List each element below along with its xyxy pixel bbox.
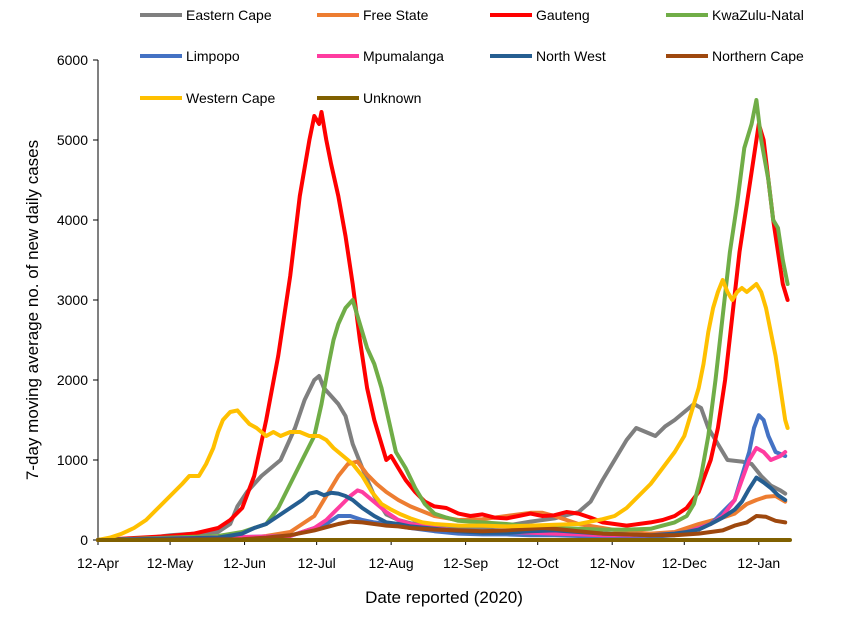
- y-axis-title: 7-day moving average no. of new daily ca…: [23, 140, 42, 480]
- legend: Eastern Cape Free State Gauteng KwaZulu-Nat…: [140, 7, 804, 106]
- y-axis: 0 1000 2000 3000 4000 5000 6000: [57, 52, 99, 548]
- legend-label: Western Cape: [186, 90, 275, 106]
- x-tick-label: 12-Sep: [443, 555, 488, 571]
- x-tick-label: 12-May: [147, 555, 194, 571]
- y-tick-label: 4000: [57, 212, 88, 228]
- x-tick-label: 12-Aug: [369, 555, 414, 571]
- x-tick-label: 12-Jul: [298, 555, 336, 571]
- y-tick-label: 5000: [57, 132, 88, 148]
- x-axis-title: Date reported (2020): [365, 588, 523, 607]
- legend-item: Unknown: [317, 90, 421, 106]
- series-line-mpumalanga: [96, 446, 788, 542]
- legend-label: North West: [536, 48, 606, 64]
- y-tick-label: 3000: [57, 292, 88, 308]
- series-layer: [96, 98, 792, 542]
- series-line-western-cape: [96, 278, 790, 542]
- legend-item: Free State: [317, 7, 429, 23]
- y-tick-label: 2000: [57, 372, 88, 388]
- x-tick-label: 12-Apr: [77, 555, 119, 571]
- x-tick-label: 12-Nov: [590, 555, 635, 571]
- x-tick-label: 12-Jun: [223, 555, 266, 571]
- series-line-kwazulu-natal: [96, 98, 790, 542]
- x-tick-label: 12-Jan: [737, 555, 780, 571]
- legend-label: Northern Cape: [712, 48, 804, 64]
- legend-item: Western Cape: [140, 90, 275, 106]
- series-line-northern-cape: [96, 514, 788, 542]
- legend-item: Gauteng: [490, 7, 590, 23]
- legend-label: Free State: [363, 7, 429, 23]
- legend-item: KwaZulu-Natal: [666, 7, 804, 23]
- legend-label: Gauteng: [536, 7, 590, 23]
- x-axis: 12-Apr 12-May 12-Jun 12-Jul 12-Aug 12-Sep 12-O…: [77, 539, 790, 571]
- legend-label: Mpumalanga: [363, 48, 444, 64]
- legend-item: North West: [490, 48, 606, 64]
- y-tick-label: 6000: [57, 52, 88, 68]
- legend-label: Limpopo: [186, 48, 240, 64]
- y-tick-label: 0: [80, 532, 88, 548]
- legend-item: Mpumalanga: [317, 48, 444, 64]
- x-tick-label: 12-Dec: [662, 555, 707, 571]
- legend-item: Limpopo: [140, 48, 240, 64]
- x-tick-label: 12-Oct: [517, 555, 559, 571]
- legend-label: Unknown: [363, 90, 421, 106]
- legend-item: Northern Cape: [666, 48, 804, 64]
- legend-item: Eastern Cape: [140, 7, 272, 23]
- legend-label: KwaZulu-Natal: [712, 7, 804, 23]
- y-tick-label: 1000: [57, 452, 88, 468]
- legend-label: Eastern Cape: [186, 7, 272, 23]
- series-line-limpopo: [96, 413, 788, 542]
- series-line-gauteng: [96, 110, 790, 542]
